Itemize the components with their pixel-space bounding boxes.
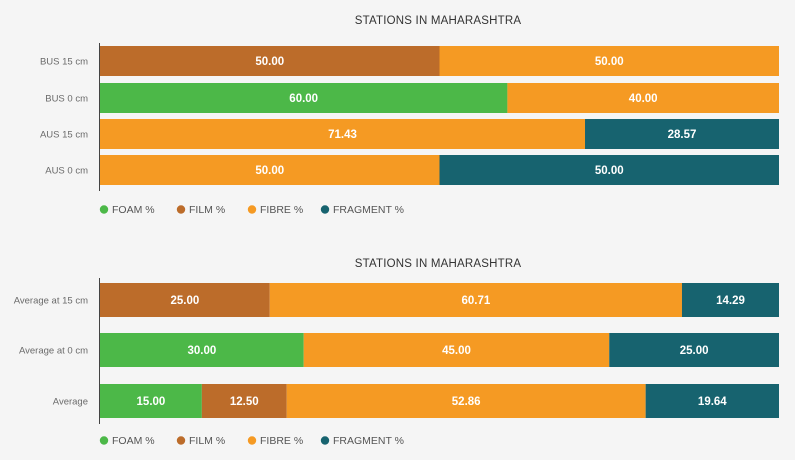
- bar-group: BUS 15 cm 50.00 50.00 BUS 0 cm 60.00 40.00 AUS…: [40, 46, 779, 185]
- bar-film-average-at-15-cm: [100, 283, 270, 317]
- bar-fragment-aus-0-cm: [439, 155, 779, 185]
- data-label-foam-average-at-0-cm: 30.00: [187, 345, 216, 357]
- data-label-foam-bus-0-cm: 60.00: [289, 93, 318, 105]
- chart-title: STATIONS IN MAHARASHTRA: [355, 258, 522, 270]
- category-label-bus-0-cm: BUS 0 cm: [45, 94, 88, 105]
- data-label-fibre-average-at-15-cm: 60.71: [461, 295, 490, 307]
- category-label-average-at-0-cm: Average at 0 cm: [19, 346, 88, 357]
- bar-fibre-bus-15-cm: [439, 46, 779, 76]
- bar-fibre-average: [286, 384, 646, 418]
- bar-fibre-average-at-15-cm: [269, 283, 682, 317]
- legend-label-film: FILM %: [189, 204, 225, 216]
- bar-fibre-bus-0-cm: [507, 83, 779, 113]
- legend-marker-fragment: [320, 436, 330, 445]
- data-label-fibre-aus-15-cm: 71.43: [328, 129, 357, 141]
- data-label-film-average-at-15-cm: 25.00: [170, 295, 199, 307]
- legend-label-film: FILM %: [189, 435, 225, 447]
- bar-fragment-average: [645, 384, 779, 418]
- bar-film-average: [201, 384, 287, 418]
- legend: FOAM % FILM % FIBRE % FRAGMENT %: [99, 435, 404, 447]
- data-label-fragment-average: 19.64: [698, 396, 727, 408]
- bar-fibre-average-at-0-cm: [303, 333, 610, 367]
- data-label-foam-average: 15.00: [137, 396, 166, 408]
- category-label-average-at-15-cm: Average at 15 cm: [14, 296, 88, 307]
- bar-group: Average at 15 cm 25.00 60.71 14.29 Average a…: [14, 283, 779, 418]
- data-label-film-bus-15-cm: 50.00: [255, 56, 284, 68]
- legend-marker-film: [176, 436, 186, 445]
- legend-label-foam: FOAM %: [112, 435, 155, 447]
- data-label-fragment-aus-15-cm: 28.57: [668, 129, 697, 141]
- data-label-fibre-average-at-0-cm: 45.00: [442, 345, 471, 357]
- chart-title: STATIONS IN MAHARASHTRA: [355, 15, 522, 27]
- chart-stations-by-depth: STATIONS IN MAHARASHTRA BUS 15 cm 50.00 50…: [40, 15, 779, 216]
- legend-label-fragment: FRAGMENT %: [333, 204, 404, 216]
- bar-fibre-aus-0-cm: [100, 155, 440, 185]
- bar-foam-average-at-0-cm: [100, 333, 304, 367]
- category-label-average: Average: [53, 397, 88, 408]
- legend-label-foam: FOAM %: [112, 204, 155, 216]
- legend-label-fragment: FRAGMENT %: [333, 435, 404, 447]
- bar-foam-bus-0-cm: [100, 83, 508, 113]
- data-label-fibre-bus-0-cm: 40.00: [629, 93, 658, 105]
- legend-marker-fragment: [320, 205, 330, 214]
- bar-fibre-aus-15-cm: [100, 119, 586, 149]
- category-label-bus-15-cm: BUS 15 cm: [40, 57, 88, 68]
- legend-label-fibre: FIBRE %: [260, 204, 303, 216]
- chart-stations-averages: STATIONS IN MAHARASHTRA Average at 15 cm…: [14, 258, 779, 447]
- data-label-fibre-bus-15-cm: 50.00: [595, 56, 624, 68]
- legend-marker-fibre: [247, 205, 257, 214]
- category-label-aus-0-cm: AUS 0 cm: [45, 166, 88, 177]
- legend-marker-film: [176, 205, 186, 214]
- bar-film-bus-15-cm: [100, 46, 440, 76]
- legend: FOAM % FILM % FIBRE % FRAGMENT %: [99, 204, 404, 216]
- bar-fragment-aus-15-cm: [585, 119, 779, 149]
- data-label-fragment-average-at-0-cm: 25.00: [680, 345, 709, 357]
- data-label-fibre-average: 52.86: [452, 396, 481, 408]
- bar-foam-average: [100, 384, 202, 418]
- legend-label-fibre: FIBRE %: [260, 435, 303, 447]
- bar-fragment-average-at-0-cm: [609, 333, 779, 367]
- legend-marker-foam: [99, 436, 109, 445]
- legend-marker-fibre: [247, 436, 257, 445]
- bar-fragment-average-at-15-cm: [681, 283, 779, 317]
- data-label-fibre-aus-0-cm: 50.00: [255, 165, 284, 177]
- data-label-fragment-average-at-15-cm: 14.29: [716, 295, 745, 307]
- legend-marker-foam: [99, 205, 109, 214]
- data-label-film-average: 12.50: [230, 396, 259, 408]
- category-label-aus-15-cm: AUS 15 cm: [40, 130, 88, 141]
- data-label-fragment-aus-0-cm: 50.00: [595, 165, 624, 177]
